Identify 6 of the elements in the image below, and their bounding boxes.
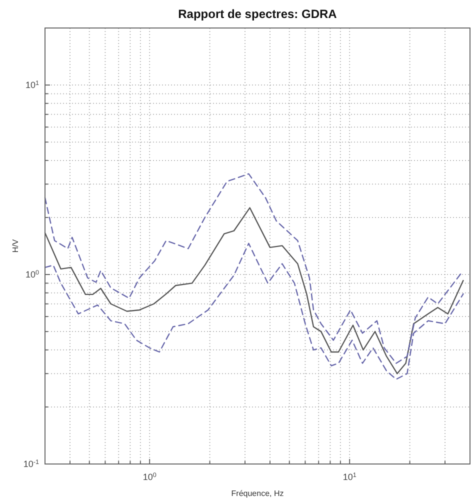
x-axis-title: Fréquence, Hz [231,489,284,498]
chart-title: Rapport de spectres: GDRA [178,7,338,21]
y-tick-label: 10$^{-1}$ [23,458,40,469]
y-axis-title: H/V [11,238,20,253]
y-tick-label: 10$^{1}$ [25,80,40,90]
y-tick-label: 10$^{0}$ [25,269,40,280]
